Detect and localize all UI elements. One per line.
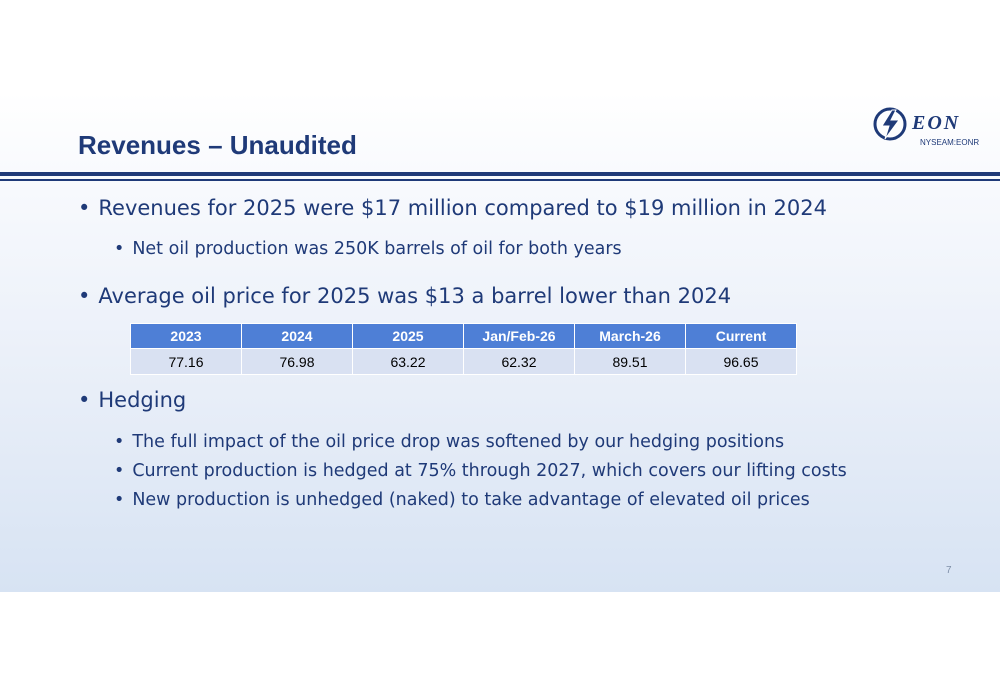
bullet-text: Average oil price for 2025 was $13 a bar… [98, 284, 732, 308]
title-rule-thin [0, 179, 1000, 181]
bullet-text: Hedging [98, 388, 187, 412]
table-cell: 63.22 [352, 348, 464, 375]
table-cell: 77.16 [130, 348, 242, 375]
logo-ticker: NYSEAM:EONR [920, 138, 980, 147]
subbullet-unhedged-production: • New production is unhedged (naked) to t… [114, 490, 810, 510]
bullet-text: Revenues for 2025 were $17 million compa… [98, 196, 827, 220]
subbullet-production: • Net oil production was 250K barrels of … [114, 239, 622, 259]
subbullet-hedged-production: • Current production is hedged at 75% thr… [114, 461, 847, 481]
company-logo: EON NYSEAM:EONR [872, 106, 992, 148]
table-header-row: 2023 2024 2025 Jan/Feb-26 March-26 Curre… [130, 323, 797, 349]
table-cell: 62.32 [463, 348, 575, 375]
oil-price-table: 2023 2024 2025 Jan/Feb-26 March-26 Curre… [130, 323, 797, 375]
table-header: Current [685, 323, 797, 349]
bullet-hedging: • Hedging [78, 388, 187, 412]
slide-title: Revenues – Unaudited [78, 130, 357, 160]
table-cell: 76.98 [241, 348, 353, 375]
logo-name: EON [912, 112, 961, 134]
slide: Revenues – Unaudited EON NYSEAM:EONR • Re… [0, 92, 1000, 592]
title-rule-thick [0, 172, 1000, 176]
lightning-globe-icon [873, 107, 907, 141]
table-header: 2023 [130, 323, 242, 349]
table-header: 2024 [241, 323, 353, 349]
bullet-oil-price: • Average oil price for 2025 was $13 a ba… [78, 284, 732, 308]
table-cell: 96.65 [685, 348, 797, 375]
bullet-text: Current production is hedged at 75% thro… [132, 461, 847, 481]
table-header: Jan/Feb-26 [463, 323, 575, 349]
bullet-text: The full impact of the oil price drop wa… [132, 432, 785, 452]
table-header: 2025 [352, 323, 464, 349]
subbullet-hedging-impact: • The full impact of the oil price drop w… [114, 432, 785, 452]
bullet-text: New production is unhedged (naked) to ta… [132, 490, 810, 510]
table-header: March-26 [574, 323, 686, 349]
page-number: 7 [946, 565, 952, 576]
bullet-revenues: • Revenues for 2025 were $17 million comp… [78, 196, 827, 220]
table-row: 77.16 76.98 63.22 62.32 89.51 96.65 [130, 348, 797, 375]
table-cell: 89.51 [574, 348, 686, 375]
bullet-text: Net oil production was 250K barrels of o… [132, 239, 622, 259]
